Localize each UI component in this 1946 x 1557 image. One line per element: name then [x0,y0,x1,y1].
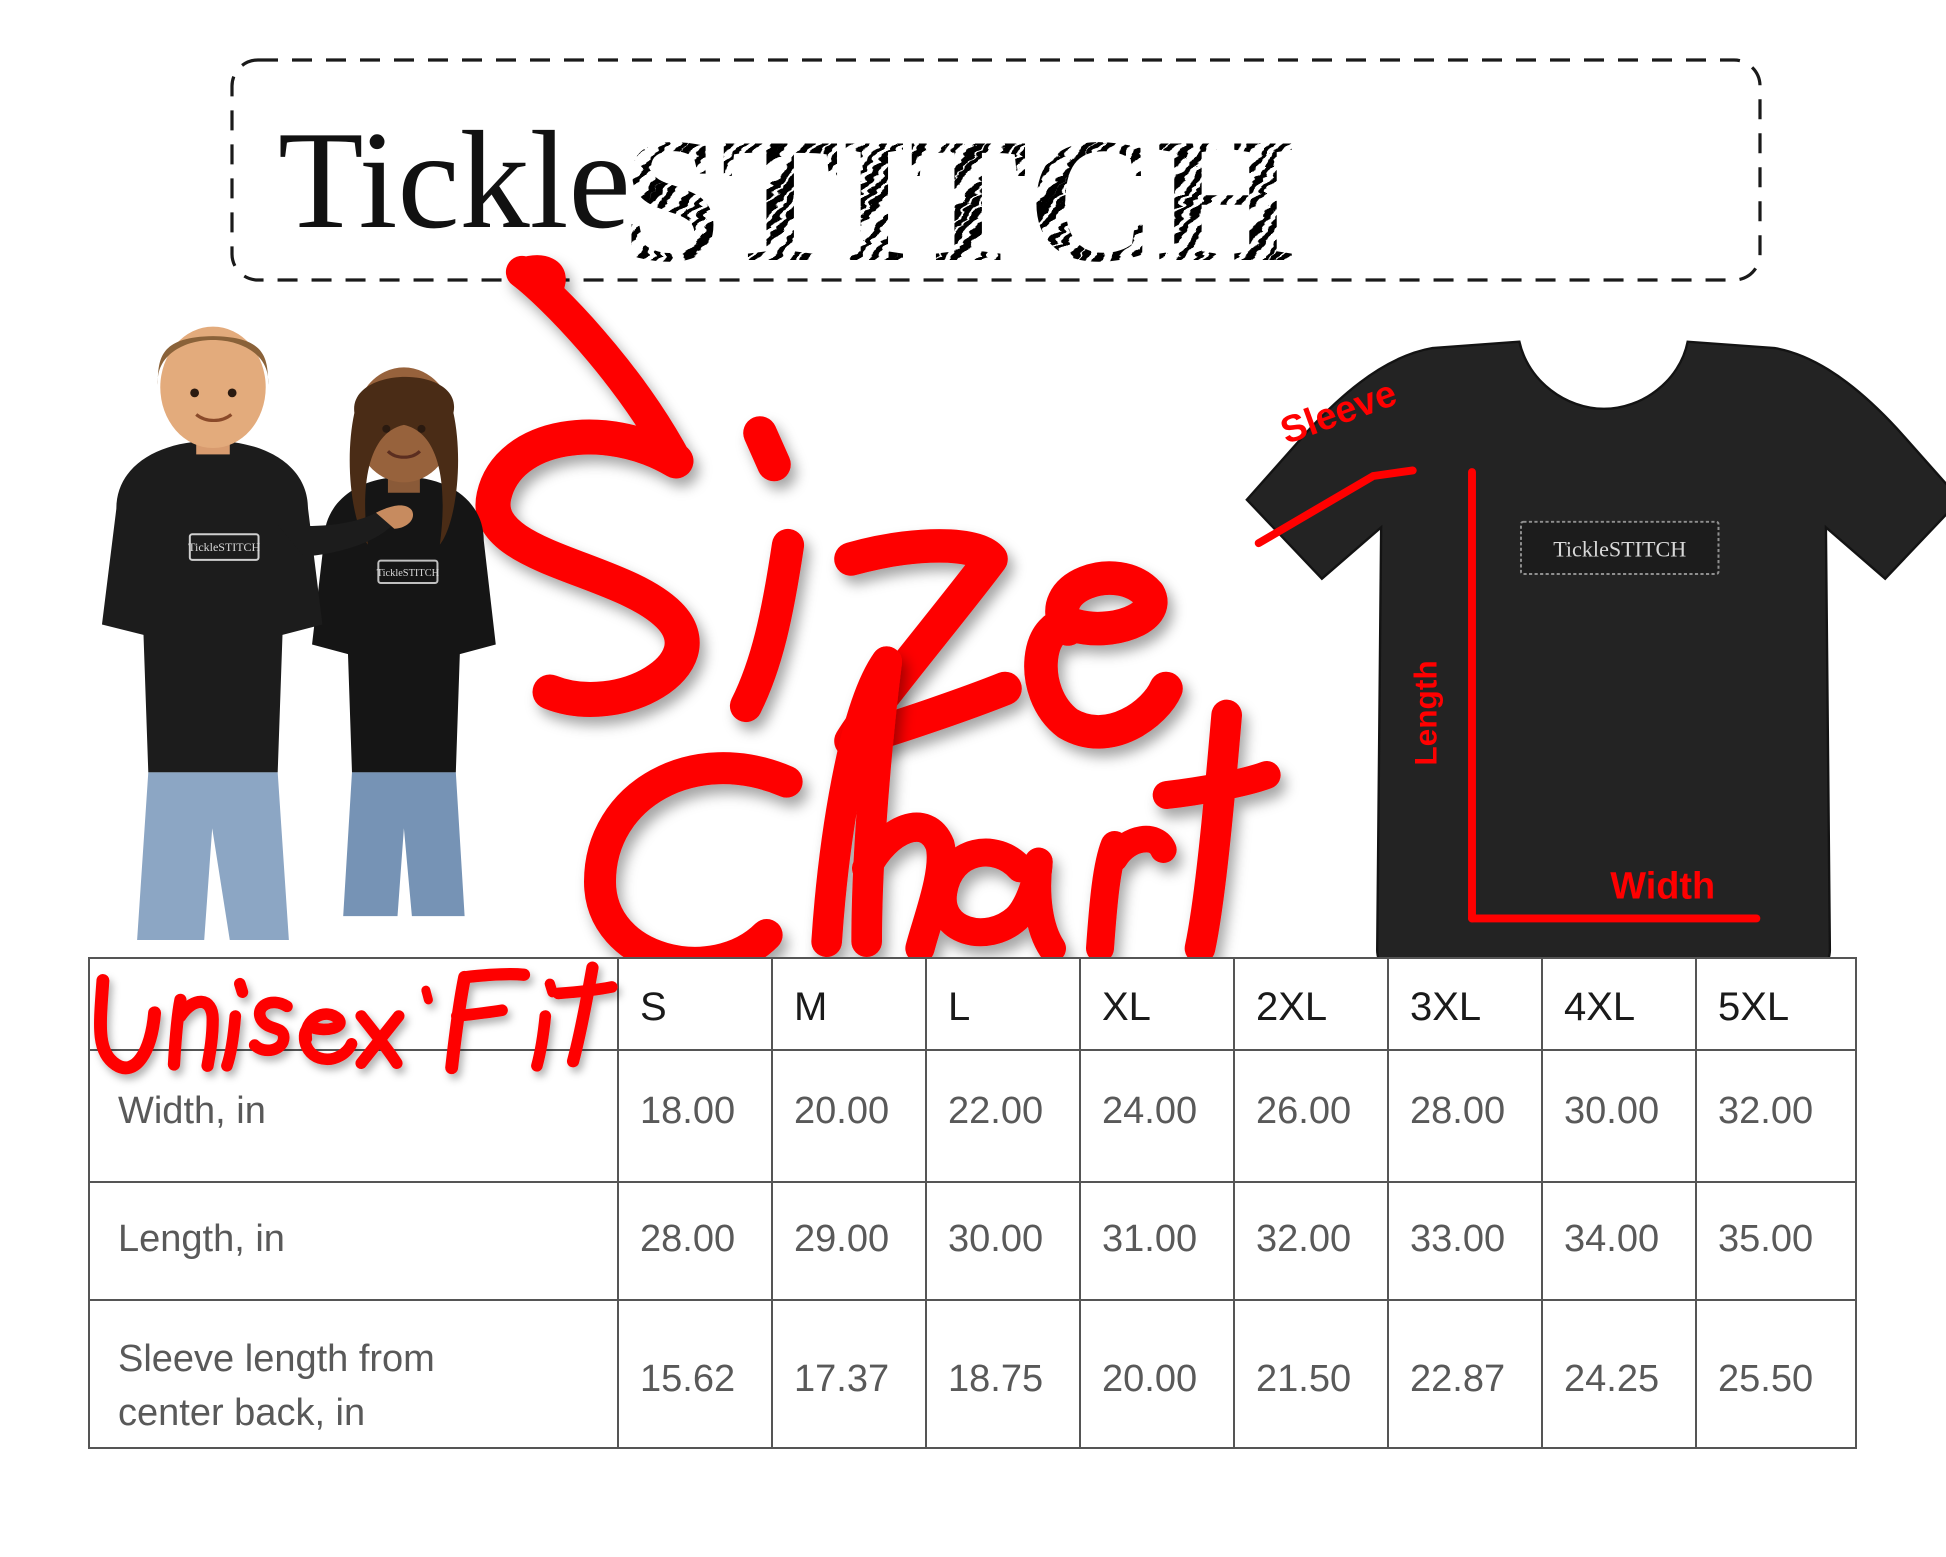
svg-text:TickleSTITCH: TickleSTITCH [188,540,260,554]
svg-text:Length: Length [1407,660,1443,765]
svg-text:TickleSTITCH: TickleSTITCH [377,568,440,579]
svg-text:TickleSTITCH: TickleSTITCH [1553,537,1686,562]
svg-text:Width: Width [1610,866,1715,908]
